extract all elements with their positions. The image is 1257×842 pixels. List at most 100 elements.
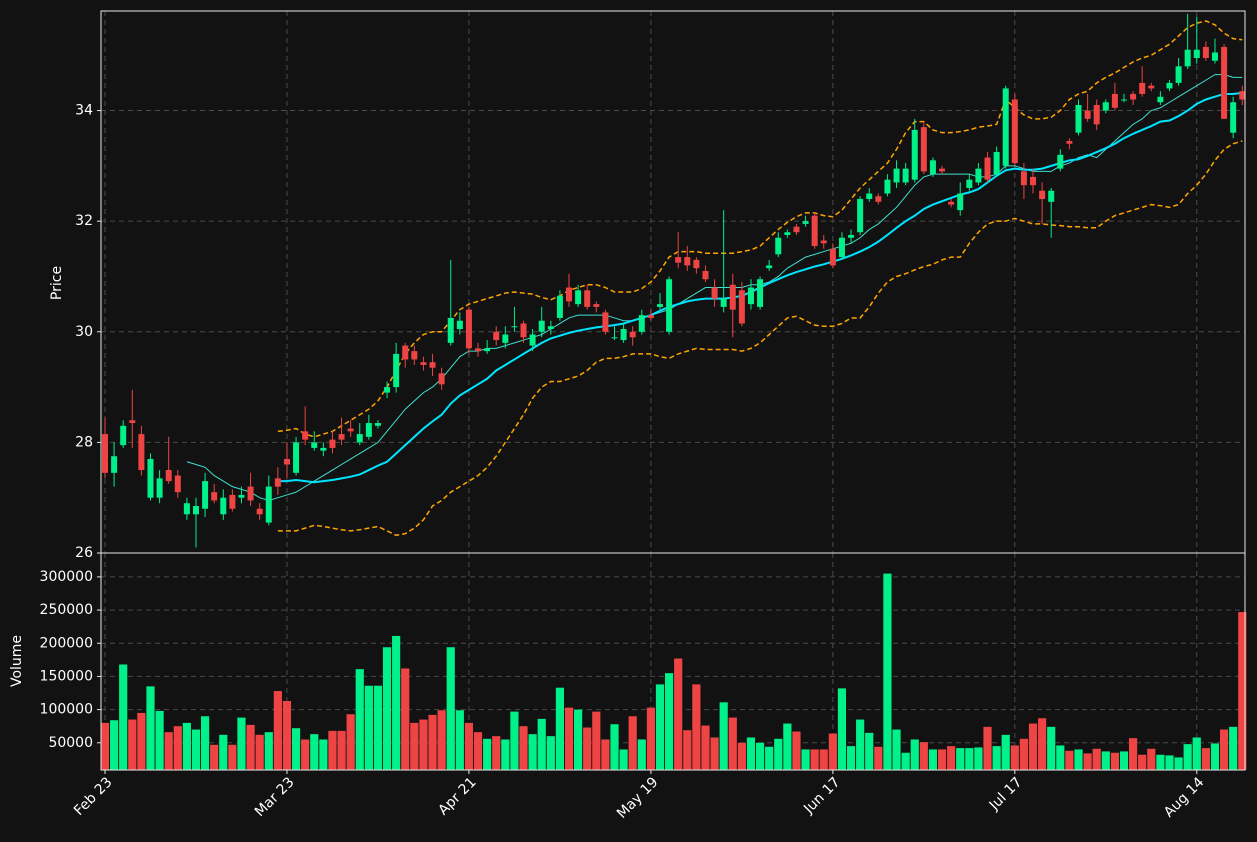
- volume-bar: [664, 673, 674, 770]
- volume-bar: [965, 748, 974, 770]
- candle-body: [411, 351, 418, 360]
- volume-bar: [419, 719, 428, 770]
- volume-bar: [1119, 751, 1129, 770]
- candle-body: [902, 168, 909, 183]
- volume-bar: [1092, 748, 1101, 770]
- candle-body: [1020, 171, 1027, 186]
- candle-body: [975, 168, 982, 183]
- candle-body: [192, 505, 199, 515]
- candle-body: [766, 265, 773, 269]
- volume-bar: [765, 746, 774, 770]
- volume-bar: [792, 731, 801, 770]
- candle-body: [402, 345, 409, 360]
- candle-body: [866, 193, 873, 200]
- candle-body: [1221, 46, 1228, 119]
- candle-body: [647, 315, 654, 318]
- candle-body: [129, 420, 136, 424]
- volume-bar: [983, 726, 992, 770]
- volume-bar: [837, 688, 847, 770]
- volume-bar: [446, 647, 455, 770]
- candle-body: [493, 331, 500, 341]
- candle-body: [1093, 105, 1100, 125]
- candle-body: [256, 508, 263, 515]
- candle-body: [202, 481, 209, 509]
- volume-bar: [501, 739, 510, 770]
- volume-bar: [155, 710, 164, 770]
- candle-body: [365, 423, 372, 437]
- volume-bar: [355, 669, 364, 770]
- volume-bar: [619, 749, 628, 770]
- volume-bar: [210, 744, 219, 770]
- volume-bar: [992, 746, 1001, 770]
- volume-bar: [856, 719, 865, 770]
- volume-bar: [910, 739, 919, 770]
- candle-body: [174, 475, 181, 493]
- candle-body: [420, 362, 427, 365]
- candle-body: [1211, 52, 1218, 61]
- volume-bar: [191, 729, 201, 770]
- candle-body: [283, 458, 290, 465]
- candle-body: [656, 304, 663, 307]
- candle-body: [1157, 96, 1164, 103]
- candle-body: [857, 199, 864, 233]
- volume-bar: [546, 736, 555, 770]
- volume-bar: [637, 739, 646, 770]
- candle-body: [247, 486, 254, 501]
- candle-body: [566, 287, 573, 302]
- volume-bar: [510, 711, 519, 770]
- candle-body: [784, 232, 791, 235]
- volume-bar: [1192, 737, 1201, 770]
- volume-bar: [755, 742, 765, 770]
- volume-bar: [255, 734, 264, 770]
- volume-bar: [373, 685, 383, 770]
- x-tick-label: Jun 17: [800, 774, 843, 817]
- volume-bar: [583, 727, 592, 770]
- candle-body: [102, 434, 109, 473]
- candle-body: [265, 486, 272, 523]
- volume-bar: [310, 734, 319, 770]
- candle-body: [302, 431, 309, 440]
- candle-body: [475, 348, 482, 352]
- volume-bar: [1110, 752, 1119, 770]
- volume-bar: [674, 658, 683, 770]
- volume-bar: [273, 691, 282, 770]
- volume-bar: [1147, 748, 1156, 770]
- candle-body: [438, 373, 445, 385]
- candle-body: [1030, 176, 1037, 186]
- candle-body: [720, 298, 727, 307]
- volume-bar: [1183, 744, 1192, 770]
- volume-bar: [783, 723, 792, 770]
- candle-body: [638, 315, 645, 332]
- candle-body: [338, 434, 345, 440]
- volume-bar: [574, 709, 583, 770]
- volume-bar: [1138, 754, 1147, 770]
- volume-bar: [956, 748, 965, 770]
- volume-bar: [655, 684, 665, 770]
- y-tick-label: 300000: [40, 569, 93, 585]
- volume-bar: [119, 664, 128, 770]
- candle-body: [693, 259, 700, 269]
- candle-body: [329, 439, 336, 448]
- y-tick-label: 26: [75, 545, 93, 561]
- volume-bar: [1010, 745, 1019, 770]
- volume-bar: [555, 687, 565, 770]
- candle-body: [684, 257, 691, 266]
- candle-body: [1202, 46, 1209, 59]
- y-tick-label: 50000: [48, 735, 93, 751]
- candle-body: [757, 279, 764, 307]
- volume-bar: [364, 685, 373, 770]
- volume-bar: [328, 730, 337, 770]
- candle-body: [393, 353, 400, 388]
- volume-bar: [701, 725, 710, 770]
- candle-body: [793, 226, 800, 233]
- volume-bar: [746, 737, 756, 770]
- candle-body: [1048, 190, 1055, 202]
- candle-body: [1102, 102, 1109, 111]
- volume-bar: [1219, 729, 1229, 770]
- volume-bar: [537, 718, 546, 770]
- volume-bar: [1019, 738, 1029, 770]
- volume-bar: [928, 749, 938, 770]
- volume-bar: [282, 700, 292, 770]
- candle-body: [1011, 99, 1018, 164]
- volume-bar: [200, 716, 210, 770]
